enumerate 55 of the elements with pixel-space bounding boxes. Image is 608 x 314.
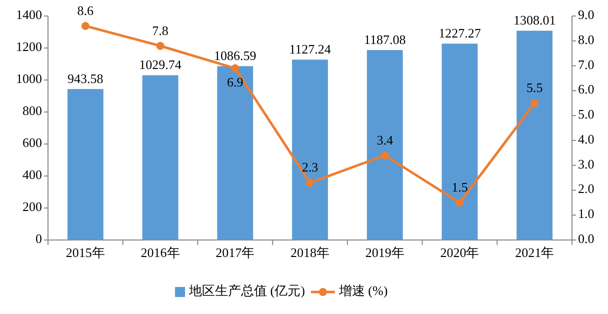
y2tick: 8.0: [578, 32, 594, 47]
point: [530, 99, 539, 108]
label: 1308.01: [513, 12, 556, 28]
bar: [516, 30, 553, 240]
point: [231, 64, 240, 72]
point: [156, 42, 164, 50]
y2tick: 2.0: [578, 181, 594, 196]
xtick: 2017年: [216, 244, 255, 260]
ytick: 0: [36, 230, 42, 246]
bar: [366, 50, 403, 240]
label: 5.5: [526, 80, 543, 96]
xtick: 2021年: [515, 244, 554, 260]
y2tick: 1.0: [578, 206, 594, 222]
label: 2.3: [302, 160, 318, 175]
label: 1.5: [452, 180, 468, 195]
ytick: 1200: [16, 38, 42, 54]
y2tick: 9.0: [578, 6, 594, 22]
point: [306, 178, 314, 187]
bar: [292, 60, 328, 240]
y2tick: 6.0: [578, 82, 594, 97]
bar: [442, 44, 478, 240]
label: 3.4: [376, 132, 393, 148]
ytick: 1400: [16, 6, 42, 22]
bar: [67, 89, 104, 240]
label: 6.9: [227, 74, 244, 90]
ytick: 200: [22, 198, 42, 214]
label: 1227.27: [438, 26, 481, 41]
xtick: 2018年: [290, 244, 330, 260]
label: 1187.08: [364, 32, 406, 48]
bar: [142, 75, 178, 240]
y2tick: 3.0: [578, 156, 594, 172]
label: 7.8: [152, 22, 168, 38]
point: [81, 22, 90, 30]
y2tick: 0.0: [578, 230, 594, 246]
y2tick: 4.0: [578, 131, 594, 146]
xtick: 2019年: [365, 244, 404, 260]
label: 8.6: [77, 2, 94, 18]
ytick: 1000: [16, 70, 42, 86]
label: 943.58: [68, 71, 104, 86]
label: 1029.74: [139, 57, 182, 72]
xtick: 2016年: [140, 244, 180, 260]
ytick: 400: [22, 166, 42, 182]
point: [456, 198, 464, 207]
ytick: 600: [22, 134, 42, 150]
legend-label: 地区生产总值 (亿元): [189, 282, 305, 298]
ytick: 800: [22, 102, 42, 118]
bar: [217, 66, 254, 240]
xtick: 2015年: [66, 244, 105, 260]
y2tick: 7.0: [578, 56, 594, 72]
label: 1086.59: [214, 48, 256, 64]
legend-label: 增速 (%): [338, 282, 388, 298]
xtick: 2020年: [440, 244, 480, 260]
point: [380, 151, 389, 160]
y2tick: 5.0: [578, 106, 594, 122]
label: 1127.24: [289, 42, 331, 57]
